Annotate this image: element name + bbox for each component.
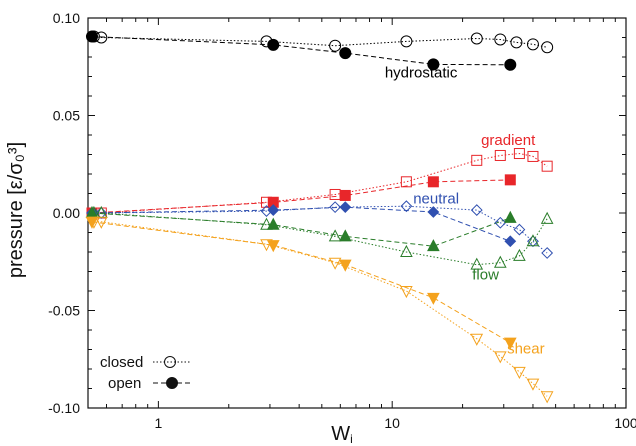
series-line-gradient-closed	[93, 152, 548, 214]
data-point-neutral-open	[267, 204, 280, 216]
data-point-shear-closed	[493, 351, 507, 364]
data-point-hydrostatic-closed	[470, 32, 483, 45]
data-point-neutral-closed	[527, 235, 539, 248]
x-axis-title-main: W	[331, 423, 350, 445]
data-point-neutral-closed	[400, 200, 413, 213]
legend-marker-open	[166, 377, 178, 389]
data-point-shear-closed	[540, 391, 554, 404]
legend-label-closed: closed	[100, 354, 143, 371]
data-point-flow-closed	[400, 244, 413, 257]
data-point-flow-closed	[328, 229, 342, 242]
data-point-flow-closed	[526, 234, 540, 247]
series-line-hydrostatic-closed	[93, 36, 548, 48]
y-tick-label: -0.10	[48, 400, 80, 416]
data-point-shear-open	[85, 216, 99, 229]
series-line-shear-open	[91, 221, 511, 344]
series-line-neutral-closed	[93, 205, 548, 254]
data-point-hydrostatic-open	[85, 30, 98, 43]
data-point-shear-closed	[513, 366, 526, 380]
y-tick-label: 0.00	[53, 205, 80, 221]
data-point-hydrostatic-closed	[526, 38, 539, 51]
data-point-flow-open	[503, 210, 517, 223]
series-line-neutral-open	[91, 206, 511, 242]
series-lines	[91, 36, 548, 397]
series-line-shear-closed	[93, 221, 548, 397]
data-point-flow-closed	[540, 211, 554, 224]
plot-border	[87, 17, 627, 409]
data-point-shear-closed	[470, 333, 484, 346]
data-point-shear-open	[338, 259, 352, 272]
data-point-gradient-closed	[494, 149, 506, 161]
data-point-neutral-open	[427, 206, 440, 218]
axis-ticks: -0.10 -0.05 0.00 0.05 0.10 1 10 100	[48, 10, 636, 431]
data-point-gradient-closed	[471, 154, 483, 166]
y-tick-label: 0.05	[53, 108, 80, 124]
data-point-shear-closed	[94, 216, 108, 229]
data-point-hydrostatic-open	[339, 47, 352, 60]
data-point-gradient-open	[427, 176, 439, 188]
data-point-flow-closed	[260, 217, 273, 230]
data-point-shear-open	[266, 240, 280, 253]
data-point-flow-open	[338, 229, 352, 242]
legend-marker-closed	[164, 356, 176, 368]
data-point-gradient-closed	[513, 148, 525, 160]
series-label-shear: shear	[507, 340, 545, 357]
data-point-gradient-open	[504, 174, 516, 186]
data-point-hydrostatic-closed	[541, 41, 554, 54]
data-point-neutral-closed	[329, 201, 342, 214]
data-point-shear-open	[427, 292, 440, 305]
data-point-neutral-closed	[470, 204, 483, 216]
y-axis-title: pressure [ε/σ₀³]	[5, 142, 27, 278]
data-point-neutral-closed	[513, 223, 526, 236]
series-line-flow-closed	[93, 212, 548, 266]
x-tick-label: 10	[384, 415, 400, 431]
data-point-shear-closed	[400, 286, 413, 299]
data-point-shear-closed	[260, 239, 273, 252]
data-point-gradient-closed	[400, 176, 412, 188]
data-point-gradient-open	[339, 189, 351, 201]
series-line-hydrostatic-open	[91, 36, 511, 66]
legend: closed open	[100, 354, 190, 392]
series-label-gradient: gradient	[481, 132, 536, 149]
data-point-neutral-closed	[494, 216, 507, 229]
series-label-flow: flow	[472, 266, 499, 283]
data-point-flow-closed	[493, 255, 507, 268]
x-axis-title-subscript: i	[350, 432, 353, 446]
data-point-hydrostatic-closed	[400, 35, 413, 48]
plot-frame	[87, 17, 627, 409]
data-point-flow-closed	[513, 248, 526, 261]
legend-label-open: open	[108, 375, 141, 392]
x-tick-label: 100	[614, 415, 636, 431]
data-point-neutral-open	[339, 201, 352, 214]
data-point-shear-closed	[526, 378, 540, 391]
x-tick-label: 1	[154, 415, 162, 431]
data-point-gradient-closed	[541, 160, 553, 172]
data-point-hydrostatic-open	[267, 38, 280, 51]
data-point-neutral-open	[504, 235, 517, 248]
data-point-neutral-closed	[541, 247, 554, 259]
data-point-neutral-closed	[95, 207, 108, 219]
data-point-flow-open	[427, 239, 440, 252]
series-markers	[85, 30, 554, 404]
data-point-flow-open	[266, 217, 280, 230]
data-point-hydrostatic-closed	[494, 33, 507, 46]
data-point-hydrostatic-open	[427, 58, 440, 71]
series-line-gradient-open	[91, 179, 511, 214]
x-axis-title: Wi	[331, 423, 353, 446]
data-point-gradient-closed	[527, 150, 539, 162]
data-point-shear-open	[503, 337, 517, 350]
axis-titles: Wi pressure [ε/σ₀³]	[5, 142, 353, 446]
data-point-hydrostatic-open	[504, 58, 517, 71]
series-label-hydrostatic: hydrostatic	[385, 64, 458, 81]
data-point-hydrostatic-closed	[510, 36, 523, 49]
data-point-shear-closed	[328, 257, 342, 270]
y-tick-label: -0.05	[48, 303, 80, 319]
series-line-flow-open	[91, 212, 511, 247]
y-tick-label: 0.10	[53, 10, 80, 26]
data-point-hydrostatic-closed	[329, 39, 342, 52]
series-annotations: hydrostatic gradient neutral flow shear	[385, 64, 545, 357]
data-point-flow-closed	[470, 257, 484, 270]
series-label-neutral: neutral	[413, 190, 459, 207]
